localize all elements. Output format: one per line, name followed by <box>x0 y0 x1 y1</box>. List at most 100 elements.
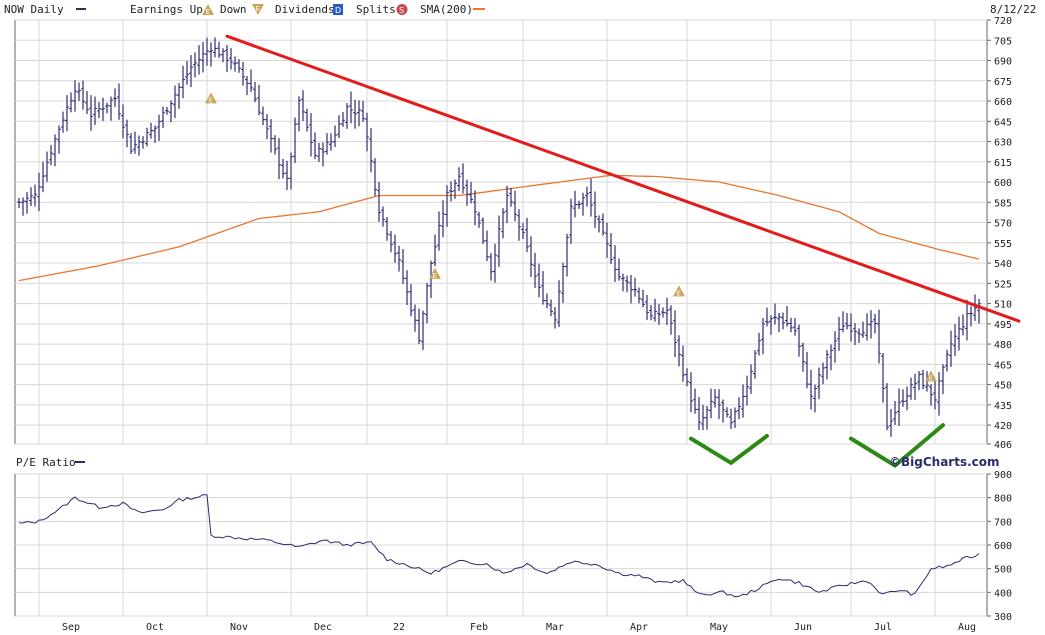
price-bar <box>269 119 273 153</box>
price-bar <box>173 85 177 118</box>
earnings-down-icon: E <box>252 4 264 15</box>
price-bar <box>737 397 741 420</box>
price-bar <box>501 208 505 239</box>
price-bar <box>25 192 29 214</box>
price-bar <box>177 83 181 109</box>
price-bar <box>393 234 397 263</box>
price-bar <box>949 330 953 367</box>
price-y-tick-label: 495 <box>994 320 1012 331</box>
price-bar <box>445 185 449 227</box>
price-y-tick-label: 600 <box>994 178 1012 189</box>
price-bar <box>441 200 445 238</box>
pe-y-tick-label: 900 <box>994 470 1012 481</box>
price-bar <box>485 230 489 261</box>
price-bar <box>229 48 233 70</box>
price-bar <box>625 275 629 293</box>
price-bar <box>693 388 697 414</box>
pe-y-tick-label: 700 <box>994 517 1012 528</box>
price-bar <box>493 243 497 283</box>
price-bar <box>29 187 33 207</box>
price-bar <box>421 310 425 350</box>
price-bar <box>893 401 897 425</box>
price-bar <box>581 192 585 216</box>
price-bar <box>933 380 937 410</box>
price-bar <box>589 178 593 217</box>
price-bar <box>921 370 925 390</box>
price-bar <box>241 61 245 86</box>
price-legend: NOW Daily Earnings Up E Down E Dividends… <box>4 3 1036 16</box>
price-bar <box>117 83 121 120</box>
price-bar <box>153 125 157 143</box>
price-bar <box>481 217 485 245</box>
price-bar <box>305 108 309 132</box>
price-bar <box>313 132 317 160</box>
price-bar <box>557 280 561 327</box>
price-bar <box>565 233 569 277</box>
price-bar <box>873 314 877 334</box>
price-y-tick-label: 465 <box>994 360 1012 371</box>
earnings-marker-icon: E <box>429 267 441 280</box>
price-bar <box>657 303 661 325</box>
price-bar <box>569 198 573 244</box>
svg-text:E: E <box>433 272 437 280</box>
price-bar <box>333 125 337 148</box>
splits-icon: S <box>396 4 408 15</box>
price-bar <box>281 158 285 179</box>
svg-text:E: E <box>206 8 210 16</box>
price-bar <box>405 270 409 306</box>
price-bar <box>961 314 965 336</box>
pe-y-tick-label: 500 <box>994 565 1012 576</box>
price-bar <box>701 404 705 431</box>
svg-text:D: D <box>335 6 341 15</box>
price-bar <box>297 96 301 132</box>
price-bar <box>449 181 453 202</box>
price-bar <box>21 197 25 216</box>
price-bar <box>905 386 909 411</box>
price-bar <box>261 106 265 126</box>
price-bar <box>149 122 153 139</box>
price-bar <box>413 304 417 332</box>
earnings-marker-icon: E <box>673 285 685 297</box>
price-bar <box>469 181 473 204</box>
price-bar <box>649 305 653 321</box>
price-bar <box>101 97 105 121</box>
price-bar <box>289 152 293 190</box>
price-bar <box>17 197 21 209</box>
price-bar <box>65 95 69 132</box>
price-bar <box>841 311 845 333</box>
price-bar <box>849 313 853 342</box>
price-bar <box>853 323 857 346</box>
price-bar <box>781 312 785 330</box>
price-bar <box>797 324 801 357</box>
price-bar <box>881 353 885 403</box>
legend-series-label: NOW Daily <box>4 3 64 16</box>
price-bar <box>957 316 961 351</box>
x-tick-label: Oct <box>146 622 164 633</box>
price-bar <box>345 103 349 129</box>
price-bar <box>133 131 137 154</box>
price-bar <box>505 185 509 224</box>
annotations <box>225 34 1021 469</box>
price-bar <box>973 294 977 321</box>
check-mark-annotation <box>849 423 945 469</box>
price-bar <box>521 222 525 239</box>
price-bar <box>213 37 217 58</box>
price-y-tick-label: 570 <box>994 219 1012 230</box>
legend-sma-swatch <box>473 8 485 10</box>
pe-legend-swatch <box>75 461 85 463</box>
svg-text:E: E <box>256 5 260 13</box>
price-y-axis: 406 420 435 450 465 480 495 510 525 540 555 570 585 6… <box>987 16 1012 451</box>
price-bar <box>977 298 981 324</box>
price-bar <box>401 249 405 285</box>
legend-down-label: Down <box>220 3 247 16</box>
price-bar <box>357 100 361 127</box>
price-bar <box>317 142 321 162</box>
price-bar <box>677 335 681 367</box>
pe-y-tick-label: 400 <box>994 588 1012 599</box>
price-bar <box>453 179 457 199</box>
price-bar <box>761 317 765 355</box>
price-bar <box>861 321 865 338</box>
pe-grid <box>15 473 987 617</box>
x-tick-label: Apr <box>630 622 648 633</box>
price-bar <box>365 112 369 152</box>
